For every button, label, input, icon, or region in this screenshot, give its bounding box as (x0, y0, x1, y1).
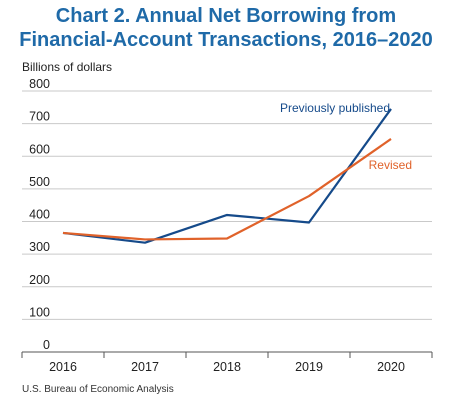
y-tick-label: 200 (29, 273, 50, 287)
chart-title-line2: Financial-Account Transactions, 2016–202… (19, 29, 433, 51)
series-line (62, 108, 392, 244)
y-tick-label: 100 (29, 305, 50, 319)
source-note: U.S. Bureau of Economic Analysis (22, 384, 174, 395)
y-tick-label: 400 (29, 208, 50, 222)
x-tick-label: 2018 (213, 360, 241, 374)
series-labels: Previously published Revised (280, 101, 412, 172)
x-tick-label: 2017 (131, 360, 159, 374)
y-axis-unit-label: Billions of dollars (22, 60, 112, 74)
y-tick-label: 0 (43, 338, 50, 352)
x-tick-label: 2019 (295, 360, 323, 374)
y-tick-label: 700 (29, 110, 50, 124)
y-tick-label: 500 (29, 175, 50, 189)
series-line (62, 138, 392, 241)
x-axis: 2016 2017 2018 2019 2020 (21, 351, 433, 374)
series-label: Revised (369, 158, 412, 172)
y-tick-label: 800 (29, 77, 50, 91)
chart-title-line1: Chart 2. Annual Net Borrowing from (56, 5, 396, 27)
y-tick-labels: 0 100 200 300 400 500 600 700 800 (29, 77, 50, 352)
y-tick-label: 600 (29, 142, 50, 156)
y-tick-label: 300 (29, 240, 50, 254)
series-lines (62, 108, 392, 244)
x-tick-label: 2020 (377, 360, 405, 374)
x-tick-label: 2016 (49, 360, 77, 374)
gridlines (22, 90, 432, 320)
series-label: Previously published (280, 101, 390, 115)
